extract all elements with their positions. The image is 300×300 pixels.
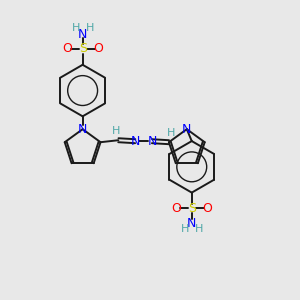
Text: N: N xyxy=(130,135,140,148)
Text: N: N xyxy=(147,135,157,148)
Text: N: N xyxy=(78,123,87,136)
Text: O: O xyxy=(203,202,212,215)
Text: H: H xyxy=(194,224,203,234)
Text: O: O xyxy=(62,42,72,56)
Text: N: N xyxy=(78,28,87,40)
Text: H: H xyxy=(112,126,121,136)
Text: O: O xyxy=(171,202,181,215)
Text: H: H xyxy=(71,23,80,33)
Text: S: S xyxy=(79,42,87,56)
Text: N: N xyxy=(182,123,191,136)
Text: N: N xyxy=(187,217,196,230)
Text: O: O xyxy=(94,42,103,56)
Text: H: H xyxy=(167,128,175,138)
Text: S: S xyxy=(188,202,196,215)
Text: H: H xyxy=(181,224,189,234)
Text: H: H xyxy=(85,23,94,33)
